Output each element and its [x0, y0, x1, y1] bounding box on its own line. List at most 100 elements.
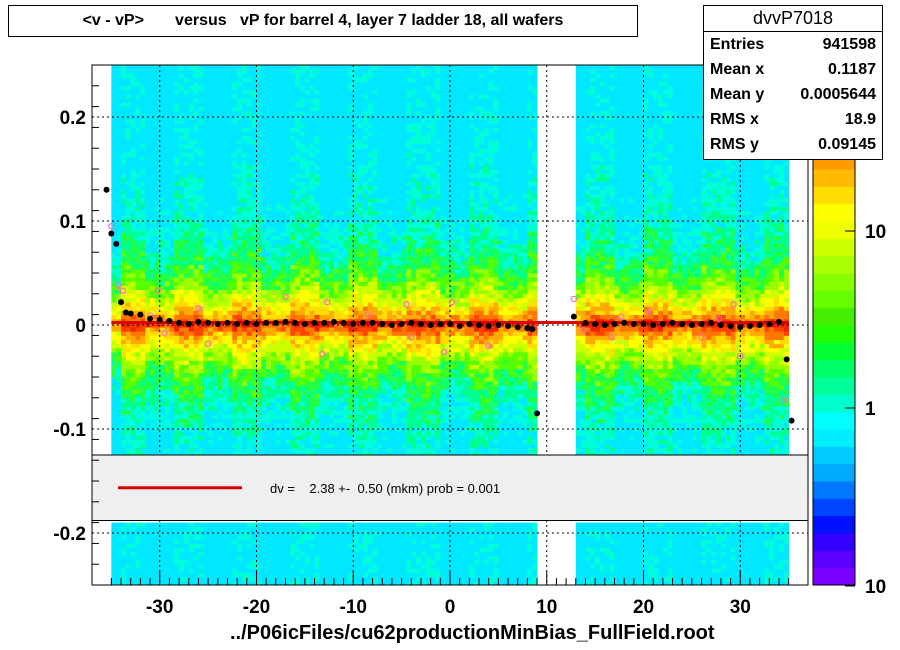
heat-cell [179, 127, 185, 132]
heat-cell [314, 522, 320, 528]
heat-cell [232, 252, 238, 257]
heat-cell [183, 439, 190, 444]
heat-cell [237, 89, 243, 95]
heat-cell [261, 73, 267, 78]
heat-cell [188, 243, 194, 249]
heat-cell [183, 572, 190, 578]
heat-cell [295, 293, 301, 299]
heat-cell [159, 381, 165, 386]
heat-cell [300, 372, 306, 378]
heat-cell [222, 356, 228, 361]
heat-cell [251, 81, 257, 87]
heat-cell [227, 339, 233, 345]
heat-cell [285, 106, 291, 112]
heat-cell [309, 119, 315, 124]
heat-cell [174, 193, 180, 199]
heat-cell [203, 102, 209, 107]
heat-cell [125, 389, 132, 395]
heat-cell [150, 65, 156, 70]
heat-cell [140, 560, 146, 565]
heat-cell [179, 339, 185, 345]
heat-cell [208, 69, 214, 74]
heat-cell [222, 302, 228, 307]
heat-cell [329, 347, 335, 353]
heat-cell [241, 422, 248, 428]
heat-cell [261, 564, 267, 569]
heat-cell [309, 435, 315, 440]
heat-cell [212, 85, 219, 91]
heat-cell [246, 260, 253, 266]
heat-cell [256, 522, 262, 528]
heat-cell [121, 156, 127, 162]
heat-cell [174, 227, 180, 232]
heat-cell [222, 306, 228, 311]
heat-cell [241, 377, 248, 382]
heat-cell [295, 256, 301, 261]
heat-cell [266, 169, 272, 174]
heat-cell [309, 343, 315, 349]
heat-cell [183, 144, 190, 149]
heat-cell [314, 235, 320, 241]
heat-cell [203, 564, 209, 569]
heat-cell [295, 94, 301, 99]
heat-cell [159, 144, 165, 149]
heat-cell [135, 106, 141, 112]
heat-cell [159, 231, 165, 236]
heat-cell [227, 65, 233, 70]
heat-cell [295, 327, 301, 332]
heat-cell [227, 526, 233, 532]
heat-cell [193, 372, 199, 378]
heat-cell [261, 439, 267, 444]
heat-cell [324, 439, 330, 444]
heat-cell [266, 77, 272, 83]
heat-cell [329, 306, 335, 311]
heat-cell [135, 185, 141, 191]
heat-cell [232, 422, 238, 428]
heat-cell [145, 264, 151, 270]
heat-cell [179, 198, 185, 203]
heat-cell [237, 576, 243, 582]
heat-cell [145, 152, 151, 157]
heat-cell [280, 377, 286, 382]
heat-cell [319, 356, 325, 361]
heat-cell [169, 401, 175, 407]
heat-cell [227, 310, 233, 315]
heat-cell [329, 555, 335, 561]
heat-cell [145, 123, 151, 128]
heat-cell [295, 173, 301, 178]
heat-cell [290, 439, 296, 444]
heat-cell [227, 135, 233, 141]
heat-cell [256, 102, 262, 107]
heat-cell [183, 335, 190, 340]
heat-cell [159, 418, 165, 424]
heat-cell [222, 227, 228, 232]
heat-cell [188, 235, 194, 241]
heat-cell [304, 185, 311, 191]
heat-cell [256, 347, 262, 353]
heat-cell [266, 347, 272, 353]
heat-cell [246, 106, 253, 112]
heat-cell [290, 119, 296, 124]
heat-cell [217, 560, 224, 565]
heat-cell [295, 239, 301, 245]
heat-cell [159, 148, 165, 153]
heat-cell [183, 560, 190, 565]
heat-cell [111, 526, 117, 532]
heat-cell [232, 297, 238, 303]
heat-cell [222, 435, 228, 440]
heat-cell [198, 335, 204, 340]
heat-cell [256, 302, 262, 307]
heat-cell [324, 198, 330, 203]
heat-cell [116, 252, 122, 257]
heat-cell [300, 206, 306, 211]
heat-cell [290, 535, 296, 540]
heat-cell [261, 385, 267, 390]
heat-cell [116, 576, 122, 582]
heat-cell [285, 401, 291, 407]
heat-cell [271, 555, 277, 561]
heat-cell [237, 343, 243, 349]
heat-cell [193, 435, 199, 440]
heat-cell [193, 235, 199, 241]
heat-cell [285, 202, 291, 207]
heat-cell [285, 343, 291, 349]
